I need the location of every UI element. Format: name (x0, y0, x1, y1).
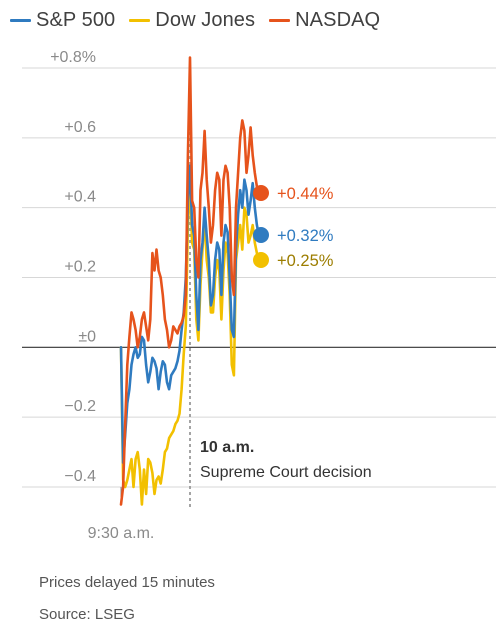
end-dot-dow (253, 252, 269, 268)
end-label-dow: +0.25% (277, 252, 334, 270)
y-tick-label: +0.2 (64, 259, 96, 276)
legend-swatch-dow (129, 19, 151, 22)
y-tick-label: +0.6 (64, 119, 96, 136)
legend-item-dow: Dow Jones (129, 9, 255, 32)
annotation-text: Supreme Court decision (200, 464, 372, 481)
chart-canvas: +0.8% +0.6 +0.4 +0.2 ±0 −0.2 −0.4 9:30 a.m. 10 a… (22, 49, 496, 542)
legend-item-sp500: S&P 500 (10, 9, 115, 32)
y-tick-label: ±0 (78, 328, 96, 345)
end-label-sp500: +0.32% (277, 227, 334, 245)
legend-label-dow: Dow Jones (155, 9, 256, 31)
legend: S&P 500 Dow Jones NASDAQ (10, 9, 380, 32)
legend-item-nasdaq: NASDAQ (269, 9, 380, 32)
y-tick-label: −0.2 (64, 398, 96, 415)
footer-source: Source: LSEG (39, 606, 135, 623)
legend-swatch-nasdaq (269, 19, 291, 22)
legend-swatch-sp500 (10, 19, 31, 22)
series-line-nasdaq (119, 56, 261, 506)
footer-note: Prices delayed 15 minutes (39, 574, 215, 591)
y-tick-label: +0.4 (64, 189, 96, 206)
legend-label-sp500: S&P 500 (36, 9, 116, 31)
y-tick-label: +0.8% (50, 49, 96, 66)
y-tick-label: −0.4 (64, 468, 96, 485)
end-dot-sp500 (253, 227, 269, 243)
end-dot-nasdaq (253, 185, 269, 201)
end-label-nasdaq: +0.44% (277, 185, 334, 203)
x-tick-label: 9:30 a.m. (88, 525, 155, 542)
legend-label-nasdaq: NASDAQ (295, 9, 381, 31)
annotation-title: 10 a.m. (200, 439, 254, 456)
